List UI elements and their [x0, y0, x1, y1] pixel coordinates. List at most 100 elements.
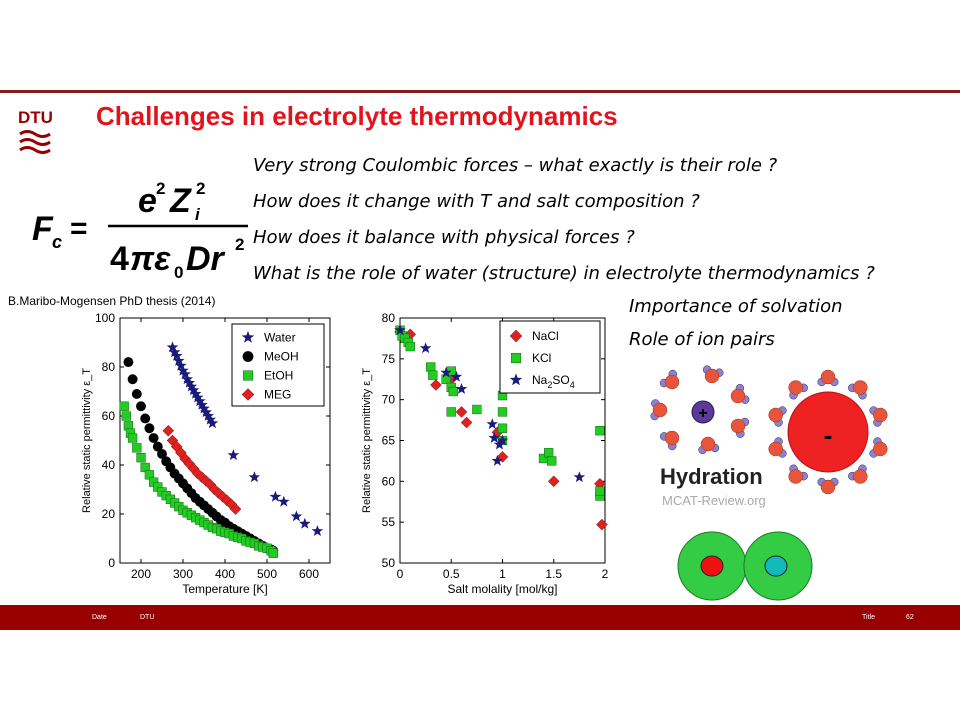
data-point	[547, 456, 557, 466]
y-tick-label: 55	[382, 515, 396, 529]
water-molecule	[698, 436, 720, 455]
data-point	[405, 341, 415, 352]
data-point	[127, 374, 138, 385]
oxygen-atom	[664, 430, 680, 446]
y-tick-label: 60	[382, 474, 396, 488]
data-point	[179, 368, 191, 380]
series-water	[166, 341, 324, 536]
data-point	[460, 416, 473, 429]
footer-title: Title	[862, 614, 875, 621]
oxygen-atom	[853, 380, 868, 395]
dtu-logo: DTU	[18, 108, 53, 158]
watermark-text: MCAT-Review.org	[662, 493, 766, 508]
anion-sphere	[787, 391, 869, 473]
data-point	[278, 495, 290, 507]
water-molecule	[730, 383, 750, 404]
data-point	[596, 518, 608, 531]
data-point	[166, 341, 179, 353]
notes-list: Importance of solvation Role of ion pair…	[629, 296, 843, 362]
footer-bar: Date DTU Title 62	[0, 605, 960, 630]
permittivity-molality-chart: 0 0.5 1 1.5 2 50 55 60 65 70 75 80 Salt molality [mo…	[361, 311, 609, 596]
data-point	[290, 510, 303, 522]
data-point	[189, 387, 202, 399]
data-point	[455, 406, 468, 418]
data-point	[132, 443, 142, 453]
y-tick-label: 65	[382, 434, 396, 448]
data-point	[204, 413, 217, 425]
x-tick-label: 0.5	[443, 567, 460, 581]
data-point	[446, 407, 456, 417]
data-point	[268, 548, 278, 558]
data-point	[488, 432, 501, 443]
data-point	[168, 346, 181, 358]
svg-text:0: 0	[174, 263, 183, 282]
data-point	[200, 406, 212, 418]
footer-org: DTU	[140, 614, 155, 621]
x-tick-label: 300	[173, 567, 193, 581]
x-axis-label: Temperature [K]	[182, 582, 267, 596]
x-axis-label: Salt molality [mol/kg]	[447, 582, 557, 596]
y-tick-label: 70	[382, 393, 396, 407]
legend-label: EtOH	[264, 369, 293, 383]
data-point	[595, 486, 605, 496]
svg-text:4: 4	[110, 240, 129, 278]
x-tick-label: 600	[299, 567, 319, 581]
data-point	[202, 410, 214, 421]
legend-label: NaCl	[532, 329, 559, 343]
water-molecule	[768, 437, 787, 458]
data-point	[119, 401, 129, 411]
y-tick-label: 75	[382, 352, 396, 366]
series-etoh	[119, 401, 278, 558]
water-molecule	[650, 399, 668, 421]
legend-marker	[241, 330, 255, 343]
series-na2so4	[394, 324, 586, 483]
x-tick-label: 2	[602, 567, 609, 581]
data-point	[136, 453, 146, 463]
water-molecule	[702, 365, 724, 384]
data-point	[450, 370, 463, 382]
x-tick-label: 1.5	[545, 567, 562, 581]
question-item: How does it change with T and salt compo…	[253, 191, 700, 212]
x-tick-label: 200	[131, 567, 151, 581]
oxygen-atom	[873, 441, 888, 457]
x-tick-label: 1	[499, 567, 506, 581]
y-tick-label: 20	[102, 507, 116, 521]
wave-icon	[19, 130, 51, 154]
data-point	[486, 418, 498, 430]
data-point	[269, 490, 282, 502]
plus-sign: +	[698, 405, 707, 422]
data-point	[194, 395, 206, 407]
data-point	[440, 366, 452, 378]
water-molecule	[768, 406, 787, 427]
water-molecule	[817, 477, 839, 495]
data-point	[187, 384, 200, 396]
oxygen-atom	[652, 402, 668, 418]
data-point	[185, 380, 198, 392]
data-point	[455, 383, 468, 394]
svg-text:πε: πε	[130, 240, 171, 278]
svg-text:Dr: Dr	[186, 240, 226, 278]
source-note: B.Maribo-Mogensen PhD thesis (2014)	[8, 294, 216, 308]
hydration-label: Hydration	[660, 464, 763, 489]
data-point	[127, 433, 138, 443]
svg-text:2: 2	[196, 179, 205, 198]
svg-text:Z: Z	[169, 182, 192, 220]
y-axis-label: Relative static permittivity ε_T	[81, 368, 93, 513]
data-point	[573, 471, 586, 483]
ion-cyan	[764, 555, 788, 577]
water-molecule	[848, 380, 868, 400]
water-molecule	[848, 464, 868, 484]
data-point	[472, 404, 482, 415]
y-tick-label: 80	[102, 360, 116, 374]
svg-text:2: 2	[235, 235, 244, 254]
oxygen-atom	[768, 407, 783, 423]
series-meg	[162, 424, 242, 515]
permittivity-temperature-chart: 200 300 400 500 600 0 20 40 60 80 100 Temperature […	[81, 311, 331, 596]
water-molecule	[659, 430, 680, 451]
oxygen-atom	[700, 436, 716, 452]
data-point	[497, 407, 508, 417]
oxygen-atom	[730, 388, 746, 404]
data-point	[157, 449, 167, 459]
question-item: What is the role of water (structure) in…	[253, 263, 875, 284]
data-point	[426, 362, 436, 372]
